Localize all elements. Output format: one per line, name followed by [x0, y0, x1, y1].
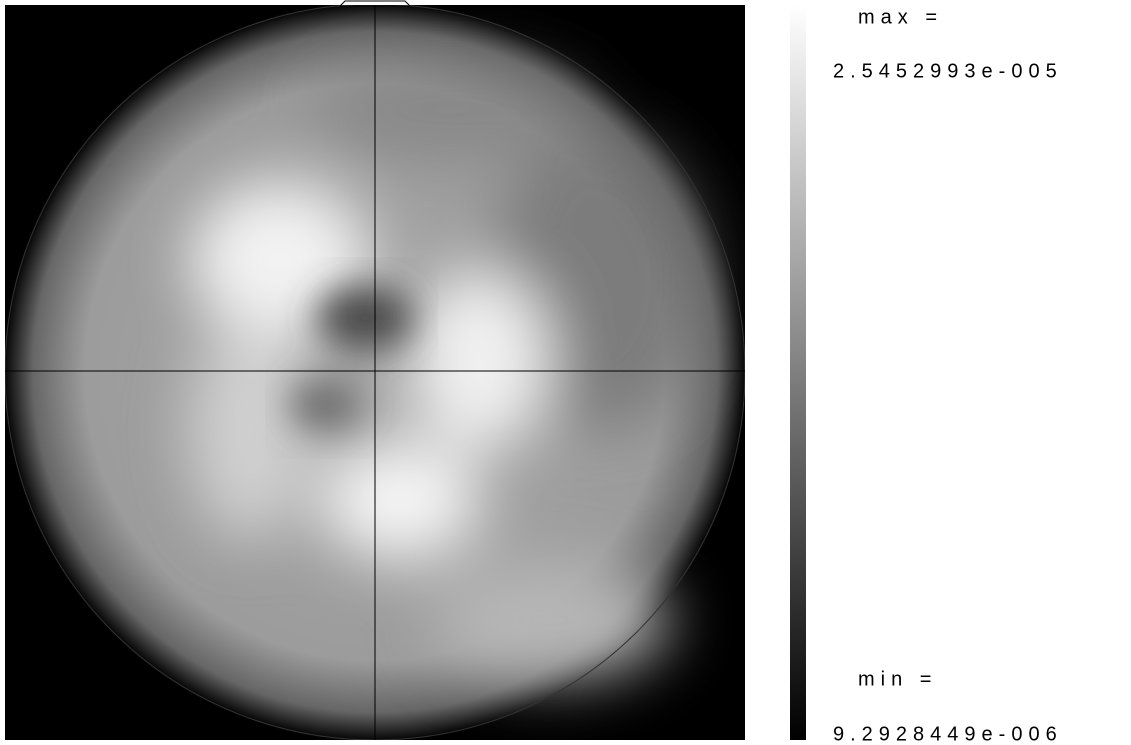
- max-value: 2.5452993e-005: [833, 60, 1063, 82]
- topography: [0, 0, 747, 745]
- view: max = 2.5452993e-005 min = 9.2928449e-00…: [0, 0, 1131, 745]
- page: max = 2.5452993e-005 min = 9.2928449e-00…: [0, 0, 1131, 745]
- colorbar: [790, 5, 806, 740]
- min-value: 9.2928449e-006: [833, 723, 1063, 745]
- min-label: min =: [858, 668, 937, 690]
- max-label: max =: [858, 6, 943, 28]
